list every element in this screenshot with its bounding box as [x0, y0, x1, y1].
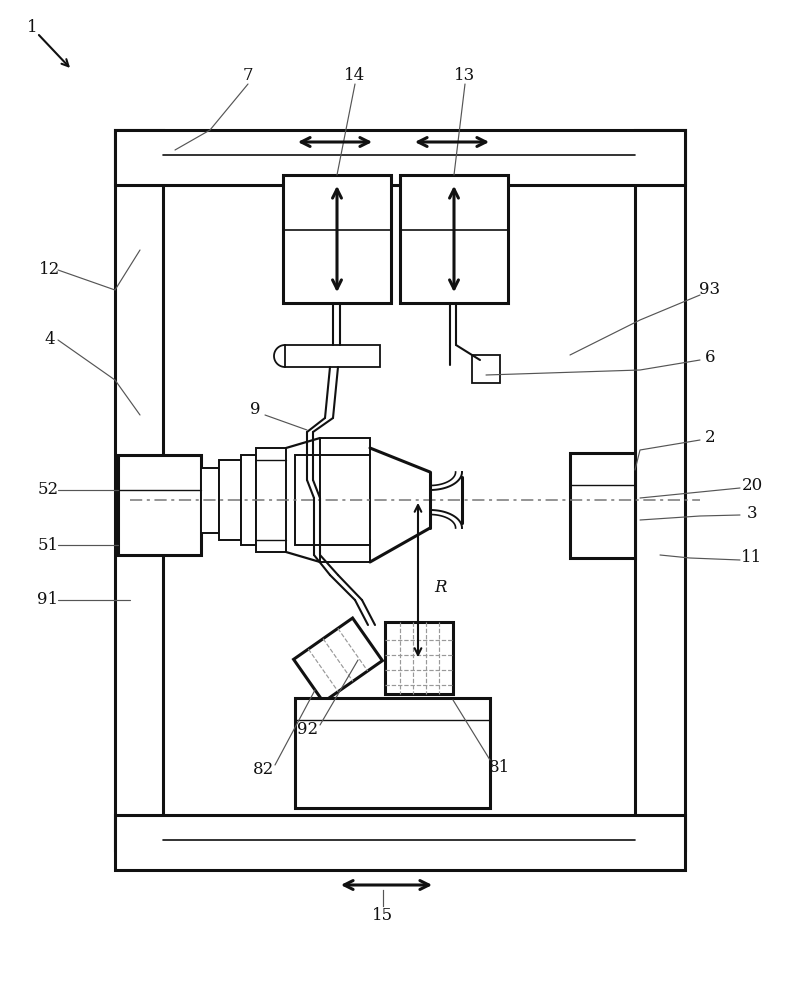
Bar [400, 175, 508, 303]
Text: 81: 81 [490, 760, 511, 776]
Bar [115, 130, 163, 850]
Bar [241, 455, 256, 545]
Text: 91: 91 [37, 591, 58, 608]
Bar [115, 130, 685, 185]
Bar [256, 448, 286, 552]
Bar [115, 815, 685, 870]
Text: 9: 9 [250, 401, 260, 418]
Bar [118, 455, 201, 555]
Bar [570, 453, 635, 558]
Text: 92: 92 [297, 722, 318, 738]
Text: 82: 82 [252, 762, 274, 778]
Bar [295, 698, 490, 808]
Bar [283, 175, 391, 303]
Bar [385, 622, 453, 694]
Text: 52: 52 [37, 482, 58, 498]
Bar [472, 355, 500, 383]
Text: 11: 11 [742, 550, 763, 566]
Polygon shape [293, 618, 382, 702]
Text: 2: 2 [705, 430, 715, 446]
Bar [201, 468, 219, 533]
Bar [219, 460, 241, 540]
Text: 13: 13 [454, 68, 476, 85]
Text: 51: 51 [37, 536, 58, 554]
Text: 15: 15 [372, 906, 393, 924]
Bar [295, 455, 320, 545]
Text: 7: 7 [242, 68, 254, 85]
Bar [320, 540, 370, 562]
Bar [285, 345, 380, 367]
Text: R: R [434, 580, 446, 596]
Bar [320, 455, 370, 545]
Text: 14: 14 [344, 68, 366, 85]
Text: 12: 12 [40, 261, 61, 278]
Text: 6: 6 [705, 350, 715, 366]
Text: 3: 3 [747, 504, 757, 522]
Text: 4: 4 [44, 332, 55, 349]
Text: 93: 93 [700, 282, 721, 298]
Bar [635, 130, 685, 850]
Bar [320, 438, 370, 458]
Text: 20: 20 [742, 478, 763, 494]
Text: 1: 1 [27, 19, 37, 36]
